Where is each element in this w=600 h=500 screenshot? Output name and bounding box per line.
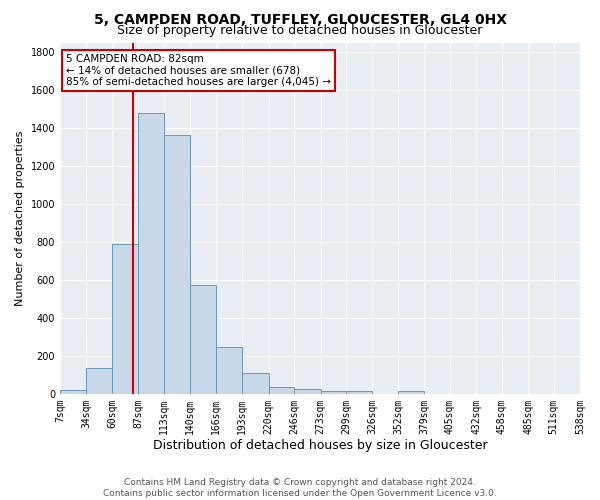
Bar	[216, 348, 242, 394]
Y-axis label: Number of detached properties: Number of detached properties	[15, 130, 25, 306]
Bar	[86, 368, 112, 394]
Bar	[164, 134, 190, 394]
Text: Size of property relative to detached houses in Gloucester: Size of property relative to detached ho…	[118, 24, 482, 37]
Bar	[242, 373, 269, 394]
Bar	[294, 389, 320, 394]
Bar	[320, 391, 346, 394]
Text: 5 CAMPDEN ROAD: 82sqm
← 14% of detached houses are smaller (678)
85% of semi-det: 5 CAMPDEN ROAD: 82sqm ← 14% of detached …	[66, 54, 331, 87]
Bar	[60, 390, 86, 394]
X-axis label: Distribution of detached houses by size in Gloucester: Distribution of detached houses by size …	[153, 440, 487, 452]
Bar	[269, 387, 294, 394]
Bar	[398, 391, 424, 394]
Bar	[139, 113, 164, 394]
Text: Contains HM Land Registry data © Crown copyright and database right 2024.
Contai: Contains HM Land Registry data © Crown c…	[103, 478, 497, 498]
Bar	[346, 391, 373, 394]
Bar	[190, 284, 216, 394]
Bar	[112, 244, 139, 394]
Text: 5, CAMPDEN ROAD, TUFFLEY, GLOUCESTER, GL4 0HX: 5, CAMPDEN ROAD, TUFFLEY, GLOUCESTER, GL…	[94, 12, 506, 26]
